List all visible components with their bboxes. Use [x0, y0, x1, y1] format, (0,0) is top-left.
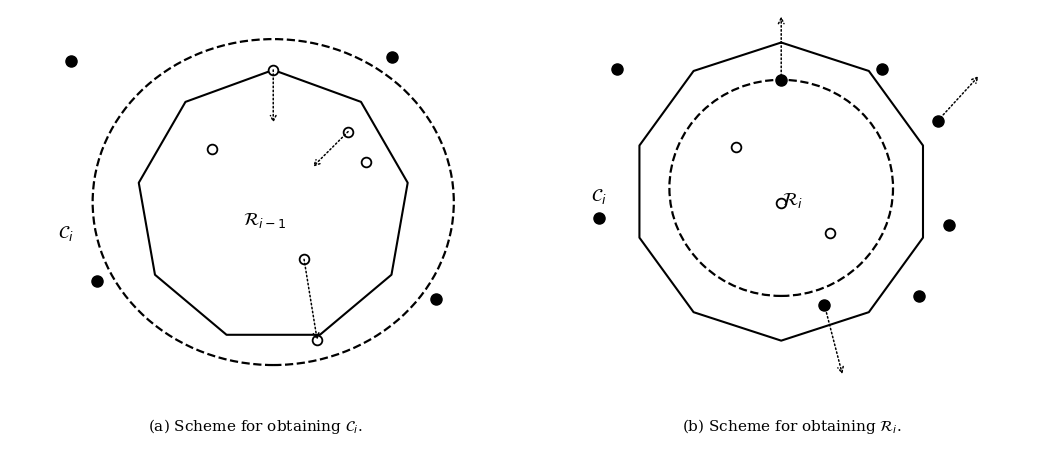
- Text: $\mathcal{C}_i$: $\mathcal{C}_i$: [591, 187, 607, 205]
- Text: $\mathcal{R}_{i-1}$: $\mathcal{R}_{i-1}$: [243, 211, 286, 230]
- Text: (a) Scheme for obtaining $\mathcal{C}_i$.: (a) Scheme for obtaining $\mathcal{C}_i$…: [148, 416, 363, 435]
- Text: (b) Scheme for obtaining $\mathcal{R}_i$.: (b) Scheme for obtaining $\mathcal{R}_i$…: [682, 416, 902, 435]
- Text: $\mathcal{C}_i$: $\mathcal{C}_i$: [59, 224, 74, 243]
- Text: $\mathcal{R}_i$: $\mathcal{R}_i$: [782, 190, 803, 209]
